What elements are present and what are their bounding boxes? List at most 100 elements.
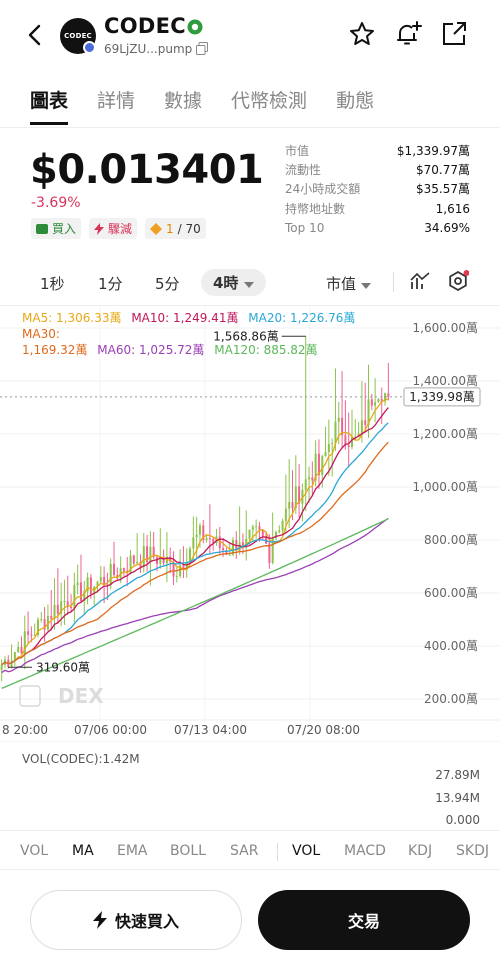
interval-1m[interactable]: 1分	[98, 275, 123, 293]
trade-button[interactable]: 交易	[258, 890, 470, 950]
ma120-label: MA120: 885.82萬	[214, 343, 318, 357]
watermark: DEX	[58, 684, 104, 708]
candle-body	[136, 561, 139, 564]
current-price-box	[403, 387, 481, 407]
candle-body	[268, 543, 271, 563]
candle-body	[43, 619, 46, 630]
market-stats: 市值 $1,339.97萬 流動性 $70.77萬 24小時成交額 $35.57萬 持…	[285, 142, 470, 238]
indicator-boll[interactable]: BOLL	[170, 843, 206, 859]
candle-body	[341, 417, 344, 436]
tab-chart[interactable]: 圖表	[30, 86, 69, 125]
candle-body	[70, 606, 73, 609]
interval-bar: 1秒 1分 5分 4時 市值	[0, 268, 500, 298]
volume-axis-label: 13.94M	[435, 791, 480, 805]
share-external-icon[interactable]	[440, 20, 468, 48]
buy-badge[interactable]: 買入	[31, 218, 82, 239]
stat-24h-volume: 24小時成交額 $35.57萬	[285, 182, 470, 197]
back-arrow-icon[interactable]	[22, 22, 48, 48]
interval-4h[interactable]: 4時	[201, 269, 266, 296]
indicator-ema[interactable]: EMA	[117, 843, 148, 859]
token-name: CODEC	[104, 14, 186, 38]
candle-body	[228, 554, 231, 556]
tab-details[interactable]: 詳情	[97, 90, 136, 112]
candle-body	[334, 421, 337, 444]
ma30-value: 1,169.32萬	[22, 343, 88, 357]
drop-badge[interactable]: 驟減	[89, 218, 138, 239]
watermark-icon	[19, 685, 41, 707]
buy-badge-icon	[36, 223, 48, 234]
price-change: -3.69%	[31, 195, 81, 211]
candle-body	[0, 664, 3, 671]
candle-body	[155, 557, 158, 564]
ma5-label: MA5: 1,306.33萬	[22, 311, 122, 325]
candle-body	[212, 538, 215, 544]
candle-body	[73, 585, 76, 609]
metric-select[interactable]: 市值	[326, 273, 371, 294]
y-axis-label: 1,200.00萬	[413, 427, 478, 441]
candle-body	[308, 477, 311, 480]
candle-body	[251, 526, 254, 530]
low-marker-label: 319.60萬	[36, 660, 90, 674]
candle-body	[291, 502, 294, 509]
ma-line-ma20	[1, 422, 389, 666]
copy-icon[interactable]	[196, 42, 208, 55]
candle-body	[314, 453, 317, 481]
candle-body	[33, 634, 36, 636]
stat-holders: 持幣地址數 1,616	[285, 201, 470, 216]
drop-badge-label: 驟減	[108, 222, 133, 236]
candle-body	[311, 477, 314, 481]
holders-ratio: 1	[166, 221, 174, 236]
candle-body	[142, 546, 145, 568]
candle-body	[103, 576, 106, 585]
ma60-label: MA60: 1,025.72萬	[97, 343, 205, 357]
candle-body	[126, 570, 129, 573]
candle-body	[99, 576, 102, 582]
indicator-kdj[interactable]: KDJ	[408, 843, 433, 859]
token-avatar: CODEC	[60, 18, 96, 54]
candle-body	[106, 584, 109, 586]
candle-body	[152, 546, 155, 558]
stat-top10: Top 10 34.69%	[285, 220, 470, 235]
candle-body	[265, 535, 268, 544]
candle-body	[222, 548, 225, 551]
interval-5m[interactable]: 5分	[155, 275, 180, 293]
candle-body	[66, 601, 69, 607]
y-axis-label: 1,400.00萬	[413, 374, 478, 388]
candle-body	[324, 452, 327, 457]
star-icon[interactable]	[348, 20, 376, 48]
candle-body	[337, 417, 340, 422]
indicator-sub-vol[interactable]: VOL	[292, 843, 321, 859]
price-chart[interactable]: 1,600.00萬 1,400.00萬 1,200.00萬 1,000.00萬 800.…	[0, 306, 500, 742]
x-label: 07/06 00:00	[74, 723, 147, 737]
candle-body	[367, 399, 370, 425]
indicator-chart-icon[interactable]	[409, 270, 431, 292]
holders-badge[interactable]: 1 / 70	[145, 218, 206, 239]
quick-buy-button[interactable]: 快速買入	[30, 890, 242, 950]
tab-token-check[interactable]: 代幣檢測	[231, 90, 308, 112]
ma-line-ma60	[1, 517, 389, 674]
candle-body	[377, 398, 380, 403]
quick-buy-label: 快速買入	[114, 912, 179, 931]
indicator-skdj[interactable]: SKDJ	[456, 843, 489, 859]
interval-1s[interactable]: 1秒	[40, 275, 65, 293]
candle-body	[317, 453, 320, 476]
volume-axis-label: 27.89M	[435, 768, 480, 782]
settings-gear-icon[interactable]	[447, 270, 469, 292]
candle-body	[76, 582, 79, 586]
tab-data[interactable]: 數據	[164, 90, 203, 112]
holders-total: / 70	[177, 221, 201, 236]
tab-activity[interactable]: 動態	[336, 90, 375, 112]
indicator-ma[interactable]: MA	[72, 843, 94, 859]
badges: 買入 驟減 1 / 70	[31, 218, 206, 239]
y-axis-label: 1,000.00萬	[413, 480, 478, 494]
candle-body	[271, 538, 274, 563]
add-alert-bell-icon[interactable]	[394, 20, 422, 48]
indicator-vol[interactable]: VOL	[20, 843, 49, 859]
indicator-sar[interactable]: SAR	[230, 843, 259, 859]
candle-body	[255, 526, 258, 528]
candle-body	[331, 443, 334, 445]
current-price-label: 1,339.98萬	[409, 390, 474, 404]
y-axis-label: 400.00萬	[424, 639, 478, 653]
lightning-icon	[92, 911, 107, 929]
indicator-macd[interactable]: MACD	[344, 843, 386, 859]
